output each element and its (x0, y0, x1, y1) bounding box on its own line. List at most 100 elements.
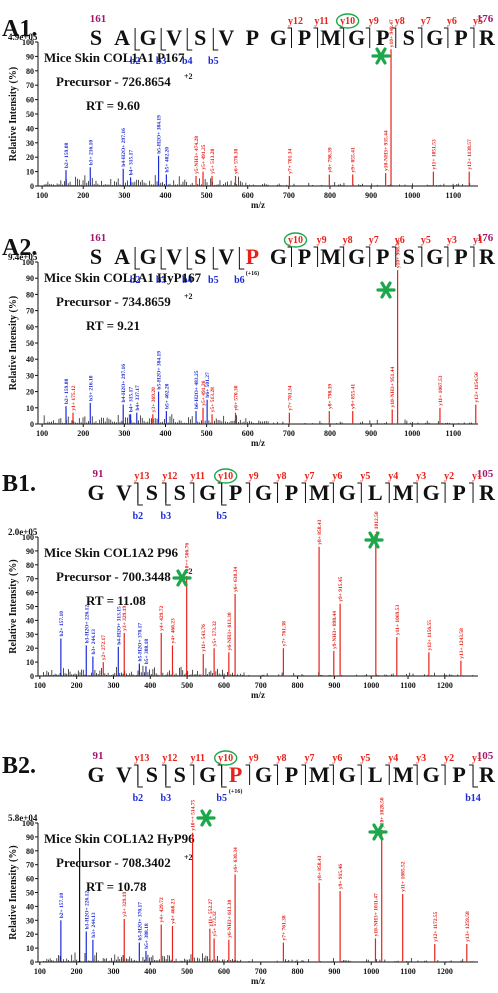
y-tick-label: 40 (26, 902, 34, 911)
y-ion-bracket (357, 764, 362, 785)
peak-label: y3+ 329.19 (122, 606, 128, 631)
peak-label: b4-H2O+ 297.16 (121, 364, 127, 403)
y-ion-bracket (313, 246, 319, 267)
peak-label: y5+ 491.25 (201, 144, 207, 169)
y-ion-bracket (469, 482, 474, 503)
x-tick-label: 700 (255, 967, 267, 976)
x-tick-label: 900 (328, 967, 340, 976)
y-ion-bracket (329, 764, 334, 785)
peak-label: b2+ 159.08 (64, 378, 70, 404)
y-ion-label: y6 (332, 753, 342, 764)
y-ion-label: y8 (277, 753, 287, 764)
sequence-residue: P (229, 762, 242, 787)
y-ion-label: y5 (360, 471, 370, 482)
y10-highlight-circle (213, 468, 238, 484)
y-tick-label: 100 (22, 533, 34, 542)
x-tick-label: 600 (242, 191, 254, 200)
sequence-residue: G (140, 25, 157, 50)
sequence-residue: G (348, 244, 365, 269)
b-ion-bracket (137, 765, 143, 788)
y-ion-bracket (161, 764, 167, 785)
x-tick-label: 300 (118, 429, 130, 438)
y-tick-label: 100 (22, 258, 34, 267)
peak-label: b5+ 402.20 (164, 383, 170, 409)
y-ion-bracket (217, 764, 223, 785)
annotated-peaks: y10+ 948.47 b5-H2O+ 384.19 b3+ 216.10 b2+ 1… (64, 19, 473, 186)
sequence-residue: S (194, 25, 206, 50)
peak-label: y10+ 1012.50 (374, 511, 380, 542)
sequence-residue: S (90, 244, 102, 269)
sequence-residue: P (246, 25, 259, 50)
y-ion-label: y13 (134, 471, 149, 482)
x-tick-label: 1000 (363, 681, 379, 690)
precursor-mz: Precursor - 726.8654 (56, 74, 171, 89)
x-tick-label: 1100 (446, 191, 462, 200)
x-tick-label: 1100 (446, 429, 462, 438)
sequence-end-number: 105 (477, 750, 494, 762)
b-ion-label: b2 (133, 511, 144, 522)
y-ion-label: y6 (332, 471, 342, 482)
sequence-residue: S (146, 480, 158, 505)
sequence-residue: S (194, 244, 206, 269)
x-tick-label: 800 (324, 429, 336, 438)
y-tick-label: 50 (26, 603, 34, 612)
y-ion-bracket (301, 482, 306, 503)
noise-peaks (43, 414, 473, 424)
y-ion-bracket (273, 764, 279, 785)
asterisk-icon (364, 531, 384, 549)
b-ion-label: b5 (216, 511, 227, 522)
y10-highlight-circle (283, 232, 308, 248)
sequence-residue: G (339, 762, 356, 787)
y-tick-label: 10 (26, 404, 34, 413)
y-tick-label: 10 (26, 168, 34, 177)
sequence-residue: R (479, 25, 496, 50)
peak-label: y7+ 701.34 (287, 149, 293, 174)
y-ion-bracket (365, 27, 371, 48)
b-ion-label: b4 (182, 275, 193, 286)
y10-highlight-circle (213, 750, 238, 766)
modification-label: (+16) (229, 788, 242, 795)
peak-label: y12+ 1156.55 (427, 620, 433, 651)
peak-label: b5-H2O+ 370.17 (137, 902, 143, 941)
x-tick-label: 500 (181, 681, 193, 690)
y-tick-label: 70 (26, 307, 34, 316)
sequence-residue: P (285, 480, 298, 505)
peak-label: y7+ 761.38 (281, 915, 287, 940)
peak-label: b3+ 216.10 (88, 375, 94, 401)
sequence-residue: P (285, 762, 298, 787)
sequence-residue: S (403, 25, 415, 50)
sequence-residue: G (140, 244, 157, 269)
sequence-residue: M (320, 25, 341, 50)
peak-label: y4+ 460.23 (170, 618, 176, 643)
peak-label: y6+ 630.34 (233, 567, 239, 592)
sequence-residue: G (270, 244, 287, 269)
y-tick-label: 20 (26, 153, 34, 162)
peak-label: y6-NH3+ 613.30 (227, 612, 233, 650)
peak-label: b6-H2O+ 483.25 (194, 370, 200, 409)
y-ion-label: y7 (421, 16, 431, 27)
noise-peaks (43, 665, 474, 676)
x-tick-label: 600 (242, 429, 254, 438)
x-tick-label: 300 (107, 681, 119, 690)
peak-label: y10-NH3+ 951.44 (390, 366, 396, 407)
y-ion-bracket (313, 27, 319, 48)
b-ion-label: b5 (208, 56, 219, 67)
x-tick-label: 1200 (437, 967, 453, 976)
peak-label: b4-H2O+ 297.16 (121, 128, 127, 167)
y-ion-bracket (441, 764, 446, 785)
y-tick-label: 80 (26, 561, 34, 570)
peak-label: y3+ 329.19 (122, 892, 128, 917)
y-ion-bracket (161, 482, 167, 503)
retention-time: RT = 11.08 (86, 593, 146, 608)
sequence-residue: A (114, 244, 130, 269)
y-ion-label: y7 (304, 753, 314, 764)
peak-label: y11+ 1069.53 (395, 604, 401, 635)
y-ion-bracket (385, 482, 390, 503)
sequence-residue: G (423, 480, 440, 505)
sequence-residue: L (368, 762, 383, 787)
y-tick-label: 40 (26, 355, 34, 364)
asterisk-icon (172, 569, 192, 587)
